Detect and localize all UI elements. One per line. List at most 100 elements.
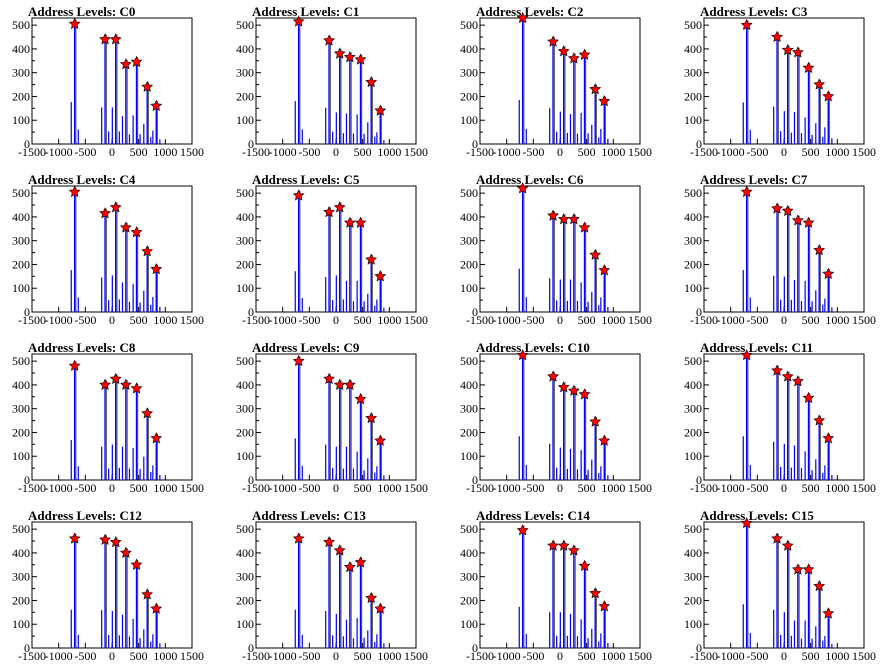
x-tick-label: 0 — [333, 145, 339, 159]
y-tick-label: 0 — [24, 641, 30, 655]
histogram-bar — [790, 132, 792, 144]
histogram-bar — [345, 446, 348, 480]
histogram-bar — [121, 116, 124, 144]
x-tick-label: -1000 — [45, 313, 73, 327]
x-tick-label: 1000 — [601, 145, 625, 159]
y-tick-label: 300 — [236, 234, 254, 248]
x-tick-label: 1500 — [180, 145, 204, 159]
peak-marker — [333, 378, 346, 390]
y-tick-label: 100 — [684, 113, 702, 127]
histogram-bar — [580, 282, 582, 312]
histogram-bar — [749, 129, 751, 144]
histogram-bar — [125, 384, 127, 480]
histogram-bar — [70, 269, 72, 312]
histogram-bar — [563, 219, 565, 312]
x-tick-label: 0 — [109, 145, 115, 159]
histogram-bar — [827, 273, 829, 312]
histogram-bar — [552, 545, 554, 648]
histogram-panel: Address Levels: C12 0 100 200 300 400 500 -1500… — [0, 504, 224, 672]
x-tick-label: -500 — [298, 145, 320, 159]
peak-marker — [771, 202, 783, 214]
x-tick-label: -1500 — [466, 145, 494, 159]
peak-marker — [813, 78, 826, 90]
y-tick-label: 100 — [236, 617, 254, 631]
peak-marker — [802, 391, 815, 404]
histogram-bar — [776, 208, 778, 312]
peak-marker — [578, 48, 591, 60]
peak-marker — [119, 58, 132, 70]
y-tick-label: 400 — [236, 546, 254, 560]
y-tick-label: 500 — [684, 186, 702, 200]
peak-marker — [374, 270, 387, 282]
y-tick-label: 400 — [460, 42, 478, 56]
peak-marker — [589, 415, 602, 427]
peak-marker — [598, 434, 611, 446]
histogram-bar — [128, 134, 131, 144]
histogram-bar — [370, 598, 372, 648]
y-tick-label: 200 — [684, 257, 702, 271]
histogram-bar — [603, 270, 605, 312]
histogram-panel: Address Levels: C8 0 100 200 300 400 500 -1500-… — [0, 336, 224, 504]
x-tick-label: 0 — [333, 649, 339, 663]
histogram-bar — [598, 305, 600, 312]
histogram-bar — [804, 280, 806, 312]
peak-marker — [365, 253, 378, 265]
histogram-bar — [349, 567, 351, 648]
histogram-bar — [607, 138, 609, 144]
y-tick-label: 0 — [24, 473, 30, 487]
histogram-bar — [77, 297, 79, 312]
histogram-bar — [115, 207, 117, 312]
histogram-bar — [587, 133, 589, 144]
y-tick-label: 0 — [24, 137, 30, 151]
peak-marker — [791, 563, 804, 575]
y-tick-label: 400 — [684, 42, 702, 56]
histogram-bar — [566, 132, 568, 144]
histogram-bar — [352, 301, 355, 312]
peak-marker — [791, 375, 804, 387]
x-tick-label: 1000 — [153, 313, 177, 327]
histogram-bar — [583, 54, 586, 144]
histogram-bar — [525, 128, 527, 144]
histogram-bar — [822, 640, 824, 648]
histogram-bar — [70, 609, 72, 648]
x-tick-label: -1000 — [717, 313, 745, 327]
histogram-bar — [328, 542, 330, 648]
y-tick-label: 400 — [236, 210, 254, 224]
histogram-bar — [143, 629, 145, 648]
peak-marker — [781, 204, 794, 217]
histogram-bar — [600, 466, 602, 480]
panel-title: Address Levels: C2 — [476, 4, 583, 19]
histogram-bar — [576, 636, 579, 648]
x-tick-label: 1000 — [825, 313, 849, 327]
peak-marker — [68, 17, 81, 29]
x-tick-label: 0 — [333, 313, 339, 327]
histogram-bar — [594, 421, 596, 480]
histogram-bar — [518, 436, 520, 480]
x-tick-label: -1000 — [269, 481, 297, 495]
histogram-bar — [367, 458, 369, 480]
histogram-bar — [787, 545, 789, 648]
y-tick-label: 200 — [12, 593, 30, 607]
y-tick-label: 300 — [460, 66, 478, 80]
histogram-bar — [797, 569, 799, 648]
x-tick-label: 1500 — [180, 313, 204, 327]
y-tick-label: 0 — [696, 305, 702, 319]
y-tick-label: 500 — [460, 18, 478, 32]
histogram-bar — [822, 136, 824, 144]
peak-marker — [589, 587, 602, 599]
histogram-bar — [797, 52, 799, 145]
x-tick-label: 1500 — [404, 145, 428, 159]
histogram-bar — [787, 50, 789, 144]
y-tick-label: 400 — [684, 210, 702, 224]
panel-title: Address Levels: C15 — [700, 508, 814, 523]
y-tick-label: 100 — [460, 281, 478, 295]
histogram-panel: Address Levels: C15 0 100 200 300 400 500 -1500… — [672, 504, 896, 672]
histogram-bar — [559, 111, 561, 144]
x-tick-label: 500 — [130, 313, 148, 327]
y-tick-label: 0 — [24, 305, 30, 319]
x-tick-label: 500 — [802, 649, 820, 663]
peak-marker — [516, 182, 529, 194]
histogram-bar — [325, 610, 327, 648]
peak-marker — [141, 245, 154, 257]
histogram-bar — [824, 635, 826, 648]
